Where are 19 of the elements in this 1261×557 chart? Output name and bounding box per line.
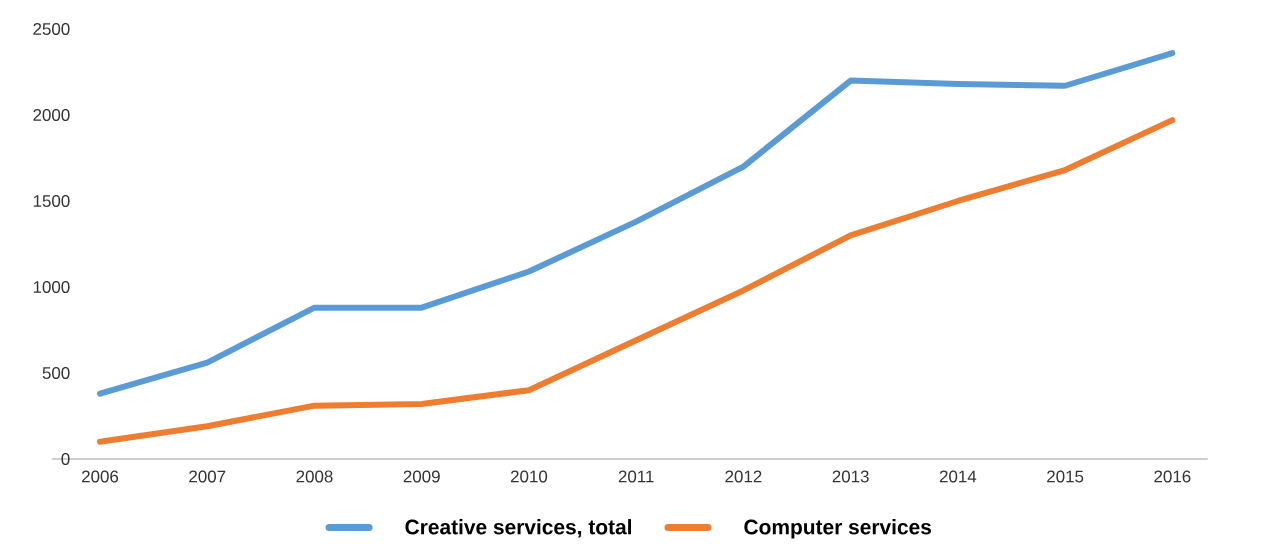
x-tick-label: 2014 bbox=[939, 470, 977, 483]
x-tick-label: 2013 bbox=[832, 470, 869, 483]
y-tick-label: 2000 bbox=[33, 108, 70, 121]
x-tick-label: 2011 bbox=[618, 470, 654, 483]
legend-label: Computer services bbox=[744, 519, 931, 539]
legend-label: Creative services, total bbox=[405, 519, 632, 538]
x-tick-label: 2008 bbox=[296, 470, 333, 483]
y-tick-label: 0 bbox=[61, 452, 70, 465]
y-tick-label: 1500 bbox=[33, 194, 70, 207]
x-tick-label: 2009 bbox=[403, 470, 440, 483]
y-tick-label: 500 bbox=[42, 366, 70, 379]
x-tick-label: 2016 bbox=[1154, 470, 1191, 483]
y-tick-label: 2500 bbox=[33, 22, 70, 35]
y-tick-label: 1000 bbox=[33, 280, 70, 293]
x-tick-label: 2015 bbox=[1047, 470, 1084, 483]
x-tick-label: 2007 bbox=[189, 470, 226, 483]
x-tick-label: 2010 bbox=[510, 470, 548, 483]
x-tick-label: 2012 bbox=[725, 470, 762, 483]
x-tick-label: 2006 bbox=[82, 470, 119, 483]
